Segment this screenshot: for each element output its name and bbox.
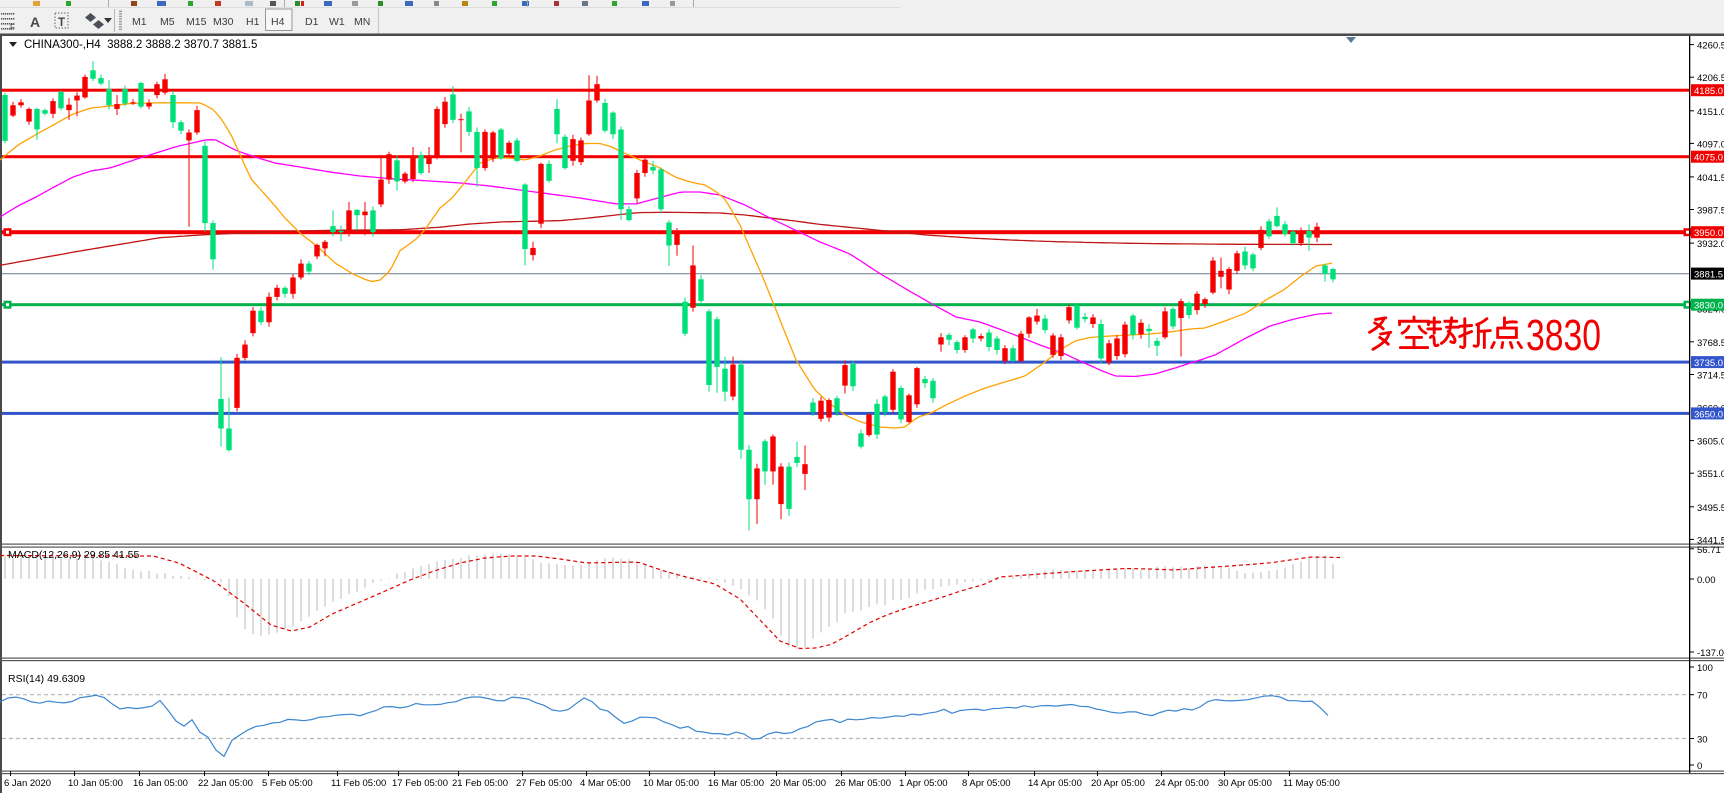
- svg-text:27 Feb 05:00: 27 Feb 05:00: [516, 778, 572, 789]
- svg-text:F: F: [10, 23, 15, 32]
- svg-text:3881.5: 3881.5: [1694, 270, 1723, 281]
- svg-text:0: 0: [1697, 761, 1702, 772]
- svg-text:W1: W1: [329, 16, 345, 28]
- svg-text:3932.0: 3932.0: [1697, 239, 1724, 250]
- svg-text:0.00: 0.00: [1697, 575, 1716, 586]
- svg-text:14 Apr 05:00: 14 Apr 05:00: [1028, 778, 1082, 789]
- svg-text:11 Feb 05:00: 11 Feb 05:00: [331, 778, 386, 789]
- svg-text:56.71: 56.71: [1697, 545, 1721, 556]
- svg-text:H1: H1: [246, 16, 260, 28]
- svg-text:4260.5: 4260.5: [1697, 41, 1724, 52]
- svg-text:1 Apr 05:00: 1 Apr 05:00: [899, 778, 948, 789]
- svg-text:6 Jan 2020: 6 Jan 2020: [4, 778, 51, 789]
- svg-text:4 Mar 05:00: 4 Mar 05:00: [580, 778, 631, 789]
- svg-text:M5: M5: [160, 16, 175, 28]
- svg-text:CHINA300-,H4 3888.2 3888.2 38: CHINA300-,H4 3888.2 3888.2 3870.7 3881.5: [24, 39, 257, 51]
- svg-text:4041.5: 4041.5: [1697, 173, 1724, 184]
- svg-text:20 Apr 05:00: 20 Apr 05:00: [1091, 778, 1145, 789]
- svg-text:30 Apr 05:00: 30 Apr 05:00: [1218, 778, 1272, 789]
- svg-text:4185.0: 4185.0: [1694, 86, 1723, 97]
- svg-text:D1: D1: [305, 16, 319, 28]
- svg-text:3551.0: 3551.0: [1697, 469, 1724, 480]
- svg-text:H4: H4: [271, 16, 285, 28]
- svg-text:3830: 3830: [1526, 311, 1601, 360]
- svg-text:3768.5: 3768.5: [1697, 338, 1724, 349]
- svg-text:24 Apr 05:00: 24 Apr 05:00: [1155, 778, 1209, 789]
- svg-text:10 Jan 05:00: 10 Jan 05:00: [68, 778, 123, 789]
- svg-text:4075.0: 4075.0: [1694, 153, 1723, 164]
- svg-text:22 Jan 05:00: 22 Jan 05:00: [198, 778, 253, 789]
- svg-text:A: A: [30, 14, 40, 30]
- svg-text:3987.5: 3987.5: [1697, 206, 1724, 217]
- svg-text:26 Mar 05:00: 26 Mar 05:00: [835, 778, 891, 789]
- svg-text:3714.5: 3714.5: [1697, 371, 1724, 382]
- svg-text:3441.5: 3441.5: [1697, 535, 1724, 546]
- svg-text:17 Feb 05:00: 17 Feb 05:00: [392, 778, 448, 789]
- svg-text:MACD(12,26,9) 29.85 41.55: MACD(12,26,9) 29.85 41.55: [8, 549, 139, 561]
- svg-text:T: T: [58, 17, 65, 29]
- svg-text:16 Jan 05:00: 16 Jan 05:00: [133, 778, 188, 789]
- svg-text:MN: MN: [354, 16, 370, 28]
- svg-text:4206.5: 4206.5: [1697, 73, 1724, 84]
- svg-text:3495.5: 3495.5: [1697, 503, 1724, 514]
- svg-text:21 Feb 05:00: 21 Feb 05:00: [452, 778, 508, 789]
- svg-text:M15: M15: [186, 16, 207, 28]
- svg-text:3605.0: 3605.0: [1697, 437, 1724, 448]
- svg-text:-137.01: -137.01: [1697, 648, 1724, 659]
- svg-text:RSI(14) 49.6309: RSI(14) 49.6309: [8, 673, 85, 685]
- svg-text:70: 70: [1697, 691, 1708, 702]
- svg-text:16 Mar 05:00: 16 Mar 05:00: [708, 778, 764, 789]
- svg-text:30: 30: [1697, 735, 1708, 746]
- svg-text:3650.0: 3650.0: [1694, 409, 1723, 420]
- svg-text:100: 100: [1697, 663, 1713, 674]
- svg-text:20 Mar 05:00: 20 Mar 05:00: [770, 778, 826, 789]
- svg-text:M1: M1: [132, 16, 147, 28]
- svg-text:3735.0: 3735.0: [1694, 358, 1723, 369]
- svg-text:4097.0: 4097.0: [1697, 139, 1724, 150]
- svg-text:8 Apr 05:00: 8 Apr 05:00: [962, 778, 1011, 789]
- svg-text:3950.0: 3950.0: [1694, 228, 1723, 239]
- svg-text:10 Mar 05:00: 10 Mar 05:00: [643, 778, 699, 789]
- svg-text:5 Feb 05:00: 5 Feb 05:00: [262, 778, 313, 789]
- svg-text:11 May 05:00: 11 May 05:00: [1283, 778, 1340, 789]
- svg-text:3830.0: 3830.0: [1694, 301, 1723, 312]
- svg-text:M30: M30: [213, 16, 234, 28]
- svg-text:4151.0: 4151.0: [1697, 107, 1724, 118]
